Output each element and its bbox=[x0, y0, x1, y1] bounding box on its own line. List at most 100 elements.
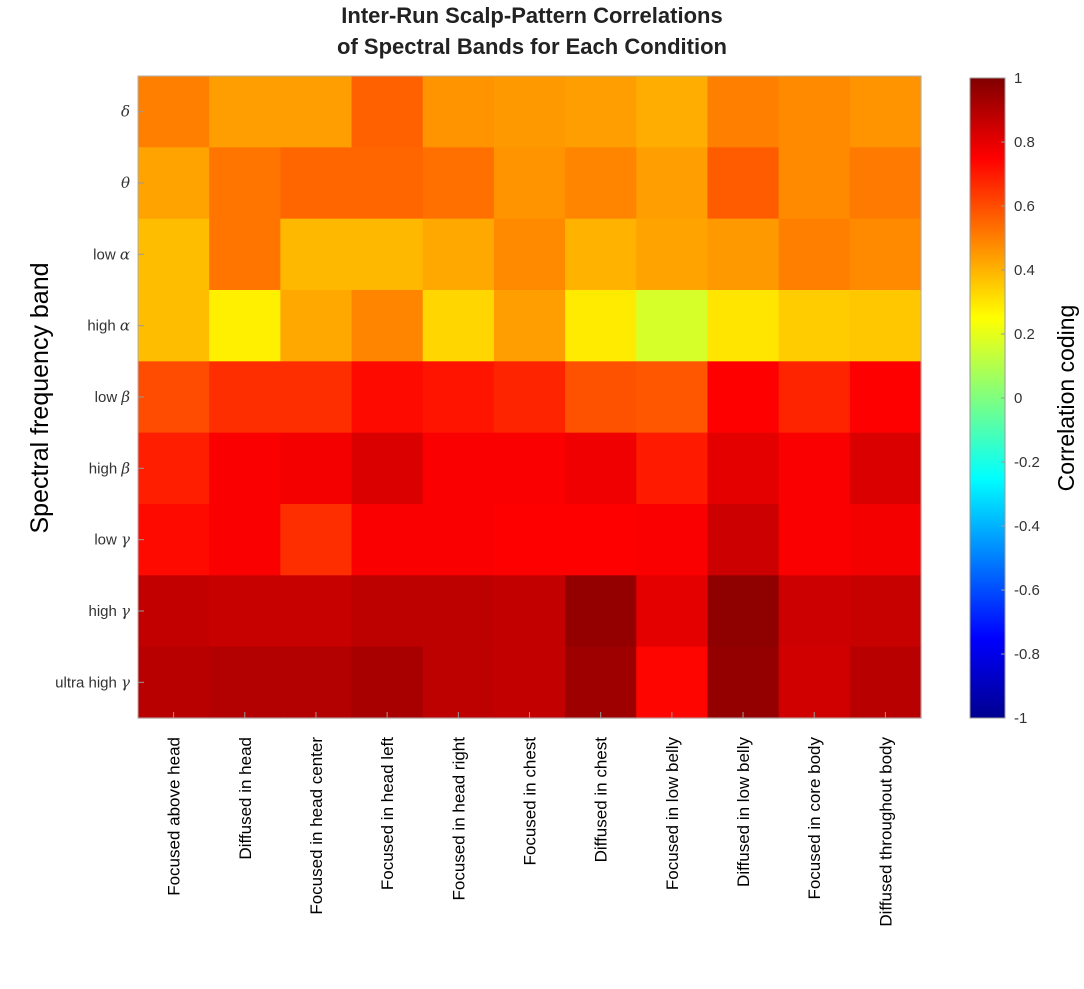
colorbar-tick-label: -0.2 bbox=[1014, 454, 1040, 471]
x-tick-label: Focused in core body bbox=[805, 737, 824, 900]
heatmap-cell-r6-c2 bbox=[280, 504, 353, 576]
heatmap-cell-r3-c3 bbox=[351, 290, 424, 362]
heatmap-cell-r1-c1 bbox=[209, 147, 281, 220]
x-tick-label: Diffused in head bbox=[236, 737, 255, 860]
heatmap-cell-r6-c7 bbox=[636, 504, 709, 576]
heatmap-cell-r6-c1 bbox=[209, 504, 281, 576]
colorbar bbox=[969, 77, 1006, 719]
heatmap-cell-r2-c1 bbox=[209, 218, 281, 291]
heatmap-cell-r4-c5 bbox=[493, 361, 566, 434]
x-tick-label: Focused in chest bbox=[521, 737, 540, 866]
heatmap-cell-r7-c8 bbox=[707, 575, 780, 648]
heatmap-cell-r5-c7 bbox=[636, 432, 709, 505]
heatmap-cell-r4-c10 bbox=[849, 361, 922, 434]
y-tick-label: high β bbox=[89, 459, 131, 477]
y-tick-label: low α bbox=[93, 245, 130, 263]
heatmap-cell-r0-c3 bbox=[351, 76, 424, 148]
heatmap-cell-r7-c0 bbox=[138, 575, 210, 648]
heatmap-cell-r3-c10 bbox=[849, 290, 922, 362]
heatmap-cell-r4-c7 bbox=[636, 361, 709, 434]
heatmap-cell-r2-c6 bbox=[565, 218, 637, 291]
heatmap-cell-r4-c1 bbox=[209, 361, 281, 434]
colorbar-tick-label: 0.8 bbox=[1014, 134, 1035, 151]
heatmap-cell-r2-c0 bbox=[138, 218, 210, 291]
heatmap-cell-r2-c3 bbox=[351, 218, 424, 291]
x-tick-label: Diffused throughout body bbox=[876, 737, 895, 927]
heatmap-cell-r5-c1 bbox=[209, 432, 281, 505]
y-tick-label: ultra high γ bbox=[55, 673, 130, 691]
heatmap-cell-r3-c7 bbox=[636, 290, 709, 362]
heatmap-cell-r5-c0 bbox=[138, 432, 210, 505]
heatmap-cell-r0-c2 bbox=[280, 76, 353, 148]
heatmap-cell-r7-c5 bbox=[493, 575, 566, 648]
heatmap-cell-r1-c5 bbox=[493, 147, 566, 220]
heatmap-cell-r8-c6 bbox=[565, 646, 637, 719]
heatmap-cell-r6-c5 bbox=[493, 504, 566, 576]
heatmap-cell-r4-c6 bbox=[565, 361, 637, 434]
heatmap-cell-r2-c7 bbox=[636, 218, 709, 291]
y-tick-label: high γ bbox=[89, 602, 131, 620]
colorbar-tick-labels: 1 0.8 0.6 0.4 0.2 0 -0.2 -0.4 -0.6 -0.8 -1 bbox=[1001, 70, 1040, 727]
colorbar-label: Correlation coding bbox=[1053, 305, 1079, 492]
heatmap-cell-r8-c7 bbox=[636, 646, 709, 719]
colorbar-tick-label: 0 bbox=[1014, 390, 1022, 407]
heatmap-cell-r5-c5 bbox=[493, 432, 566, 505]
heatmap-cell-r7-c4 bbox=[422, 575, 495, 648]
heatmap-cell-r5-c8 bbox=[707, 432, 780, 505]
x-tick-labels: Focused above head Diffused in head Focuse… bbox=[165, 712, 895, 927]
heatmap-cell-r0-c10 bbox=[849, 76, 922, 148]
x-tick-label: Focused in low belly bbox=[663, 737, 682, 891]
heatmap-cell-r1-c10 bbox=[849, 147, 922, 220]
heatmap-cell-r8-c4 bbox=[422, 646, 495, 719]
y-tick-label: δ bbox=[121, 103, 130, 121]
heatmap-cell-r0-c4 bbox=[422, 76, 495, 148]
heatmap-cell-r1-c8 bbox=[707, 147, 780, 220]
y-tick-label: high α bbox=[87, 317, 130, 335]
heatmap-cell-r7-c1 bbox=[209, 575, 281, 648]
heatmap-cell-r1-c9 bbox=[778, 147, 851, 220]
heatmap-cell-r1-c2 bbox=[280, 147, 353, 220]
heatmap-cell-r8-c0 bbox=[138, 646, 210, 719]
heatmap-cell-r7-c9 bbox=[778, 575, 851, 648]
heatmap-cell-r5-c6 bbox=[565, 432, 637, 505]
heatmap-cell-r5-c3 bbox=[351, 432, 424, 505]
heatmap-cell-r6-c9 bbox=[778, 504, 851, 576]
x-tick-label: Focused above head bbox=[165, 737, 184, 896]
heatmap-cell-r1-c4 bbox=[422, 147, 495, 220]
heatmap-cell-r7-c7 bbox=[636, 575, 709, 648]
y-tick-labels: δ θ low α high α low β high β low γ high γ ultra… bbox=[55, 103, 144, 691]
heatmap-cell-r3-c4 bbox=[422, 290, 495, 362]
x-tick-label: Focused in head left bbox=[378, 737, 397, 890]
heatmap-cell-r5-c4 bbox=[422, 432, 495, 505]
heatmap-cell-r2-c8 bbox=[707, 218, 780, 291]
heatmap-cell-r0-c8 bbox=[707, 76, 780, 148]
colorbar-tick-label: 0.4 bbox=[1014, 262, 1035, 279]
heatmap-cell-r8-c10 bbox=[849, 646, 922, 719]
heatmap-cell-r4-c2 bbox=[280, 361, 353, 434]
heatmap-cell-r7-c6 bbox=[565, 575, 637, 648]
heatmap-cell-r5-c2 bbox=[280, 432, 353, 505]
heatmap-cell-r1-c0 bbox=[138, 147, 210, 220]
heatmap-cell-r6-c0 bbox=[138, 504, 210, 576]
heatmap-cell-r3-c1 bbox=[209, 290, 281, 362]
heatmap-cell-r3-c0 bbox=[138, 290, 210, 362]
heatmap-cell-r6-c10 bbox=[849, 504, 922, 576]
heatmap-cell-r2-c5 bbox=[493, 218, 566, 291]
heatmap-cell-r3-c6 bbox=[565, 290, 637, 362]
x-tick-label: Diffused in low belly bbox=[734, 737, 753, 887]
chart-title-line-1: Inter-Run Scalp-Pattern Correlations bbox=[341, 3, 722, 28]
heatmap-cell-r3-c9 bbox=[778, 290, 851, 362]
heatmap-cells bbox=[138, 76, 922, 719]
heatmap-cell-r0-c5 bbox=[493, 76, 566, 148]
heatmap-cell-r4-c9 bbox=[778, 361, 851, 434]
heatmap-cell-r7-c10 bbox=[849, 575, 922, 648]
heatmap-cell-r1-c3 bbox=[351, 147, 424, 220]
heatmap-cell-r2-c9 bbox=[778, 218, 851, 291]
heatmap-cell-r8-c3 bbox=[351, 646, 424, 719]
heatmap-cell-r4-c4 bbox=[422, 361, 495, 434]
heatmap-cell-r3-c2 bbox=[280, 290, 353, 362]
heatmap-cell-r5-c9 bbox=[778, 432, 851, 505]
y-axis-label: Spectral frequency band bbox=[26, 262, 54, 533]
colorbar-tick-label: 0.2 bbox=[1014, 326, 1035, 343]
heatmap-cell-r7-c2 bbox=[280, 575, 353, 648]
